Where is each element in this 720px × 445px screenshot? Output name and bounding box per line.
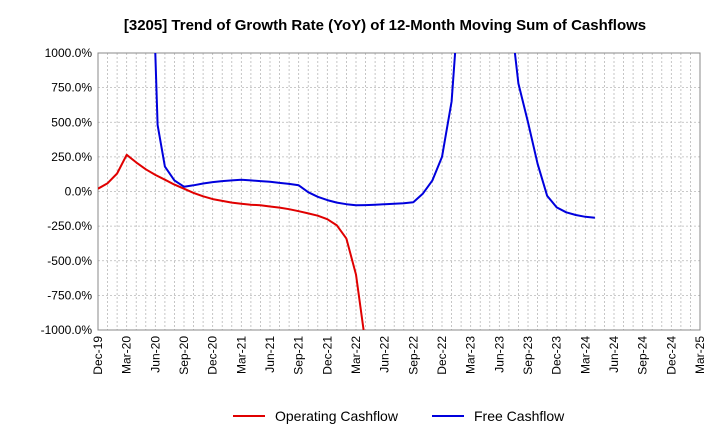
x-tick-label: Mar-22 xyxy=(349,336,363,374)
series-lines xyxy=(98,53,596,330)
plot-border xyxy=(97,52,701,331)
y-tick-label: -250.0% xyxy=(47,219,92,233)
x-tick-label: Mar-20 xyxy=(120,336,134,374)
series-line-free-cashflow xyxy=(513,53,596,219)
y-tick-label: -750.0% xyxy=(47,288,92,302)
x-tick-label: Jun-24 xyxy=(607,336,621,373)
x-tick-label: Dec-21 xyxy=(320,336,334,375)
y-tick-label: 500.0% xyxy=(51,115,92,129)
x-tick-label: Dec-24 xyxy=(664,336,678,375)
x-tick-label: Mar-24 xyxy=(578,336,592,374)
x-axis-ticks: Dec-19 Mar-20 Jun-20 Sep-20 Dec-20 Mar-21 Jun-… xyxy=(91,336,707,375)
y-tick-label: 0.0% xyxy=(65,185,93,199)
x-tick-label: Sep-23 xyxy=(521,336,535,375)
legend-label: Free Cashflow xyxy=(474,408,565,424)
y-tick-label: 250.0% xyxy=(51,150,92,164)
x-tick-label: Dec-23 xyxy=(550,336,564,375)
gridlines xyxy=(97,52,701,331)
x-tick-label: Sep-24 xyxy=(636,336,650,375)
y-tick-label: -1000.0% xyxy=(41,323,93,337)
x-tick-label: Jun-20 xyxy=(148,336,162,373)
x-tick-label: Dec-22 xyxy=(435,336,449,375)
x-tick-label: Jun-22 xyxy=(378,336,392,373)
x-tick-label: Mar-25 xyxy=(693,336,707,374)
legend-label: Operating Cashflow xyxy=(275,408,399,424)
x-tick-label: Jun-21 xyxy=(263,336,277,373)
x-tick-label: Sep-22 xyxy=(406,336,420,375)
x-tick-label: Mar-21 xyxy=(234,336,248,374)
x-tick-label: Jun-23 xyxy=(492,336,506,373)
x-tick-label: Dec-20 xyxy=(206,336,220,375)
x-tick-label: Sep-21 xyxy=(292,336,306,375)
x-tick-label: Mar-23 xyxy=(464,336,478,374)
chart-title: [3205] Trend of Growth Rate (YoY) of 12-… xyxy=(124,17,646,34)
legend: Operating Cashflow Free Cashflow xyxy=(233,408,565,424)
y-axis-ticks: 1000.0% 750.0% 500.0% 250.0% 0.0% -250.0% -500… xyxy=(41,46,93,337)
y-tick-label: 1000.0% xyxy=(45,46,93,60)
series-line-free-cashflow xyxy=(154,53,457,207)
y-tick-label: 750.0% xyxy=(51,81,92,95)
x-tick-label: Sep-20 xyxy=(177,336,191,375)
x-tick-label: Dec-19 xyxy=(91,336,105,375)
series-line-operating-cashflow xyxy=(98,153,365,330)
y-tick-label: -500.0% xyxy=(47,254,92,268)
